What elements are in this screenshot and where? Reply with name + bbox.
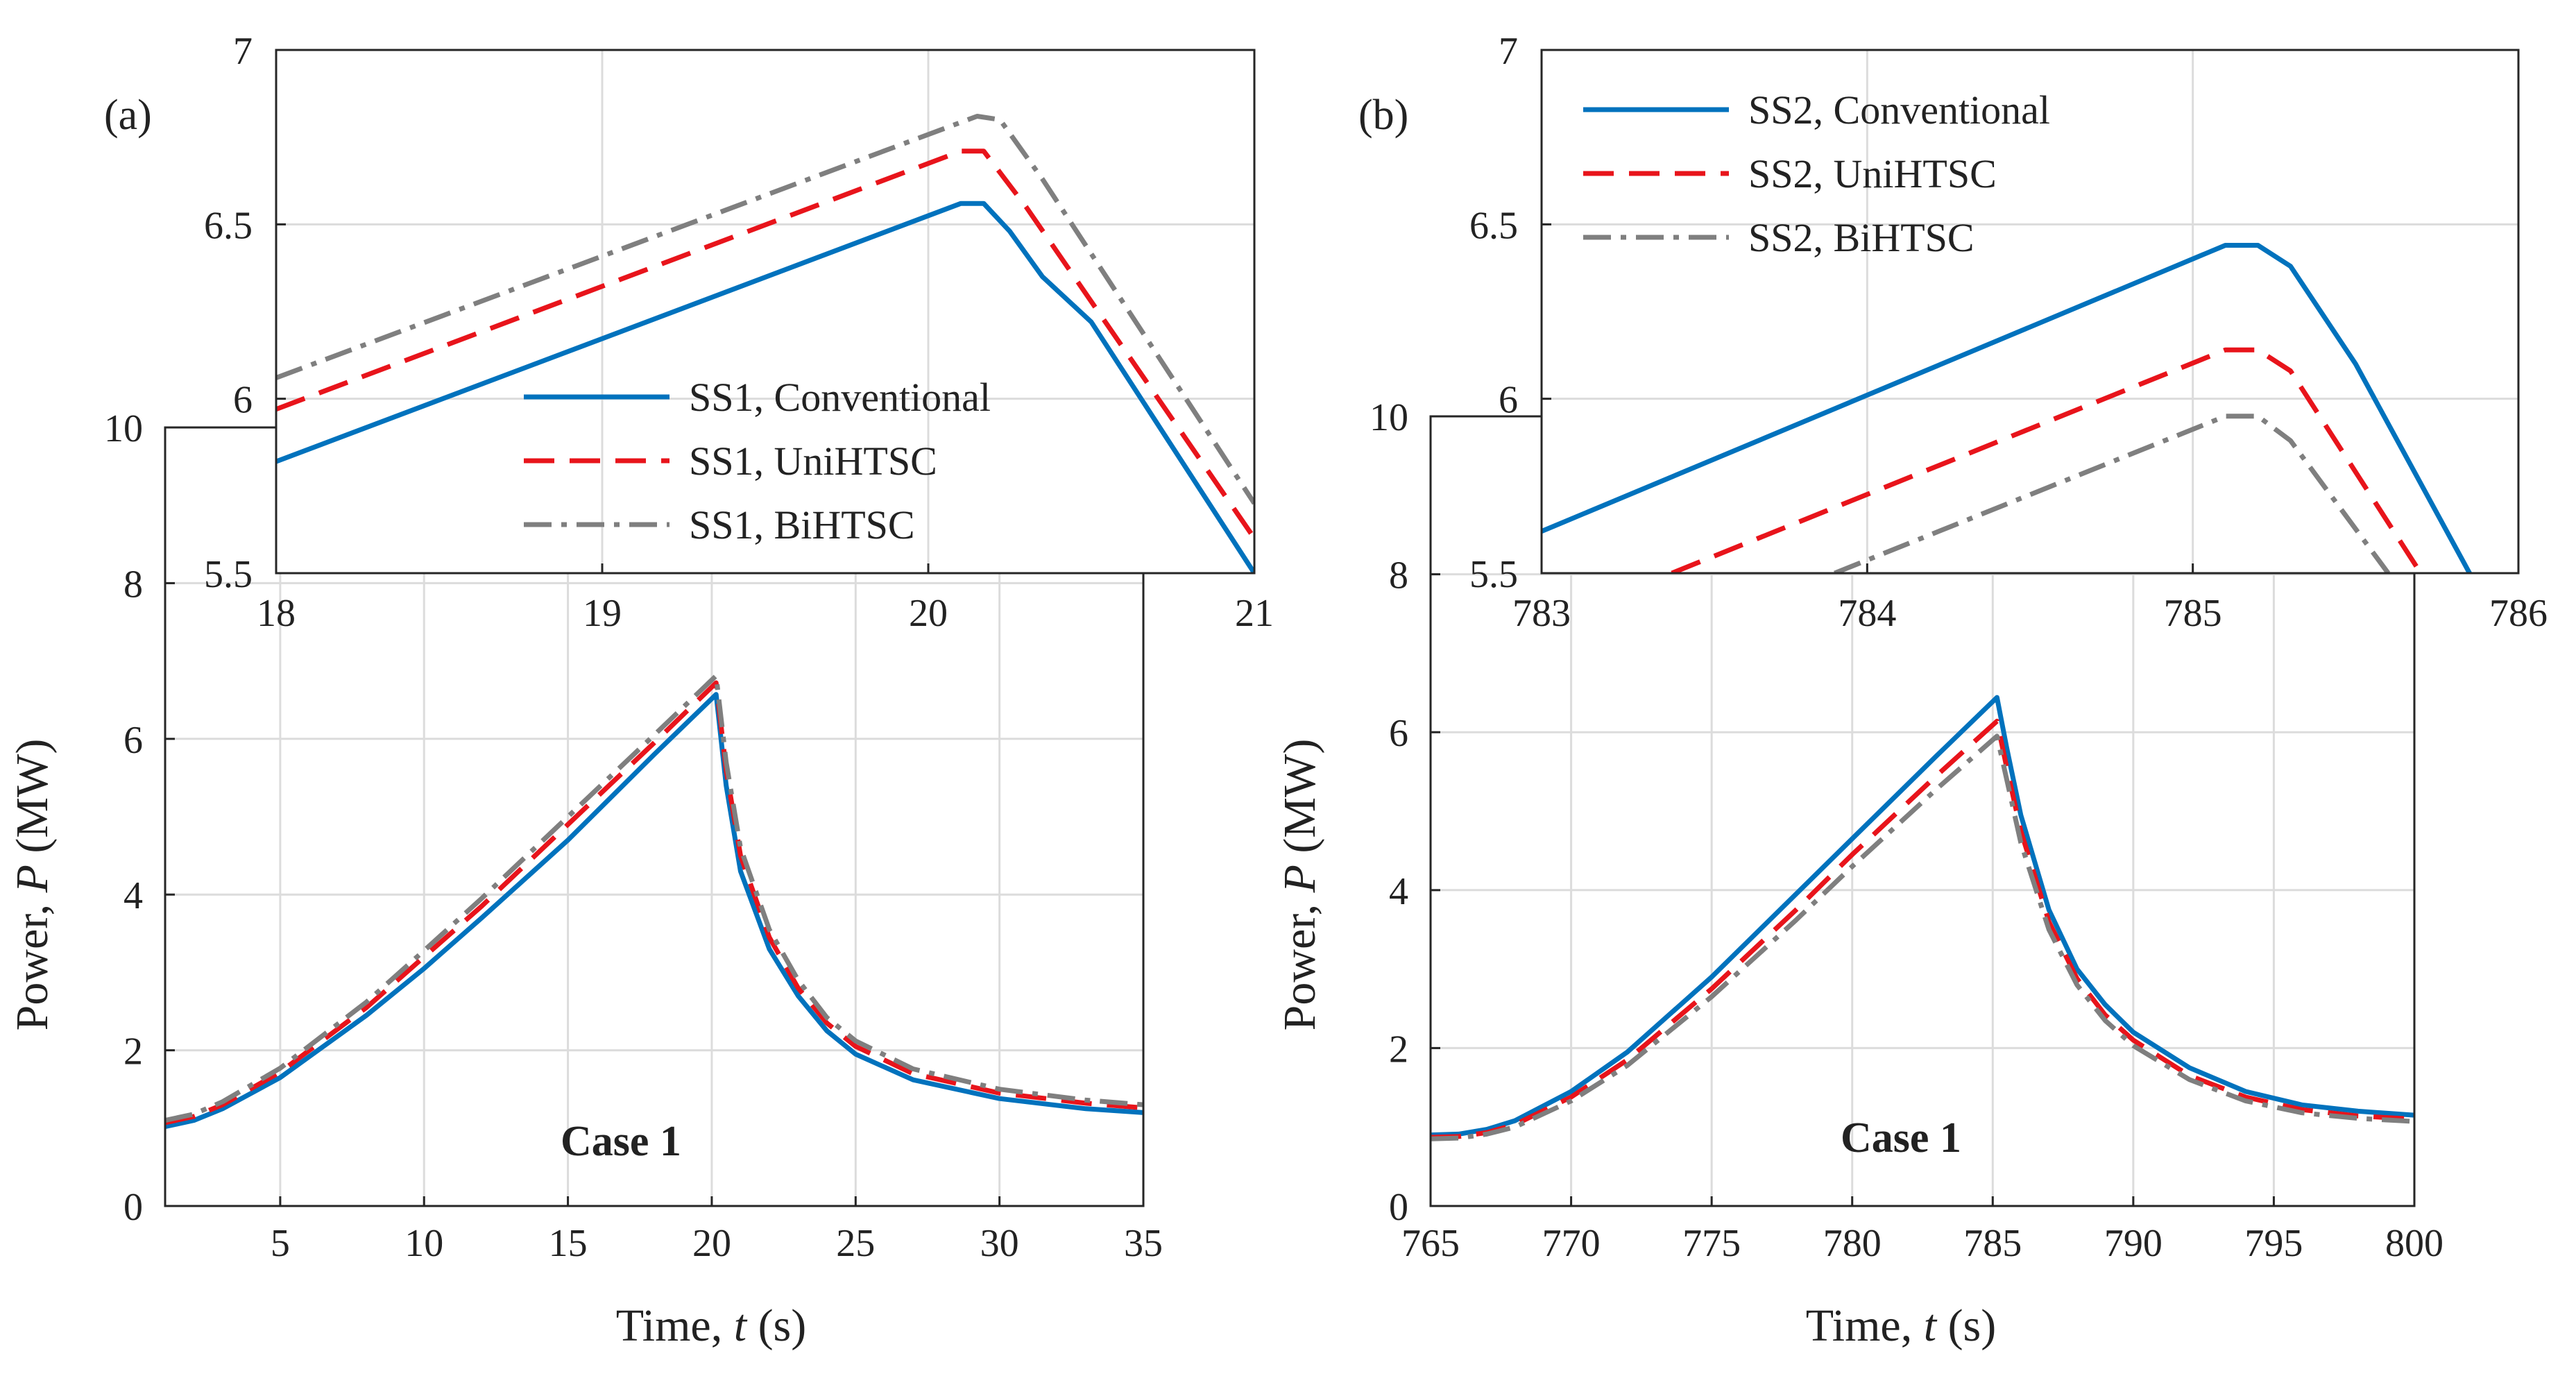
y-tick-label: 4 — [1389, 870, 1408, 913]
panel-a-inset-legend: SS1, Conventional SS1, UniHTSC SS1, BiHTSC — [524, 375, 991, 547]
y-tick-label: 6 — [1389, 712, 1408, 755]
y-tick-label: 7 — [1499, 30, 1518, 73]
x-tick-label: 5 — [271, 1222, 290, 1265]
series-line-bihtsc — [165, 673, 1143, 1123]
series-line-unihtsc — [276, 148, 1254, 540]
panel-b-inset-frame — [1540, 49, 2520, 575]
series-line-bihtsc — [1431, 733, 2414, 1141]
panel-b-label: (b) — [1358, 92, 1408, 139]
x-tick-label: 795 — [2244, 1222, 2303, 1265]
x-tick-label: 765 — [1401, 1222, 1460, 1265]
legend-label-conventional: SS2, Conventional — [1748, 87, 2050, 133]
panel-a-x-ticks: 5 10 15 20 25 30 35 — [271, 1196, 1163, 1265]
x-tick-label: 780 — [1823, 1222, 1882, 1265]
x-tick-label: 19 — [583, 592, 622, 635]
panel-b-inset-series — [1542, 243, 2472, 573]
x-tick-label: 790 — [2104, 1222, 2163, 1265]
x-tick-label: 20 — [692, 1222, 731, 1265]
y-tick-label: 5.5 — [204, 553, 253, 596]
x-tick-label: 785 — [2164, 592, 2222, 635]
x-tick-label: 785 — [1963, 1222, 2022, 1265]
y-tick-label: 7 — [233, 30, 253, 73]
panel-a-inset-series — [276, 114, 1254, 573]
panel-b-inset-y-ticks: 5.5 6 6.5 7 — [1469, 30, 1551, 596]
y-tick-label: 6.5 — [204, 204, 253, 247]
panel-a-inset-frame — [275, 49, 1256, 575]
y-tick-label: 10 — [104, 407, 143, 450]
panel-a-inset-x-ticks: 18 19 20 21 — [257, 563, 1274, 635]
panel-b-case-label: Case 1 — [1841, 1114, 1961, 1162]
series-line-unihtsc — [1431, 718, 2414, 1140]
panel-b-inset-x-ticks: 783 784 785 786 — [1512, 563, 2548, 635]
x-tick-label: 20 — [909, 592, 948, 635]
y-tick-label: 6 — [1499, 379, 1518, 422]
y-tick-label: 8 — [1389, 554, 1408, 597]
panel-b-inset-legend: SS2, Conventional SS2, UniHTSC SS2, BiHTSC — [1583, 87, 2050, 260]
panel-b-y-axis-label: Power, P (MW) — [1274, 739, 1325, 1031]
series-line-conventional — [1431, 695, 2414, 1138]
series-line-conventional — [1542, 243, 2472, 573]
x-tick-label: 770 — [1542, 1222, 1601, 1265]
x-tick-label: 775 — [1682, 1222, 1741, 1265]
y-tick-label: 6.5 — [1469, 204, 1518, 247]
panel-b-inset-chart: 783 784 785 786 5.566.57 SS2, ConventionalS… — [1469, 30, 2548, 635]
y-tick-label: 6 — [123, 719, 143, 762]
panel-a-case-label: Case 1 — [561, 1118, 681, 1165]
panel-b-x-ticks: 765 770 775 780 785 790 795 800 — [1401, 1196, 2443, 1265]
x-tick-label: 18 — [257, 592, 296, 635]
panel-a-inset-background — [276, 50, 1254, 573]
x-tick-label: 786 — [2489, 592, 2548, 635]
y-tick-label: 4 — [123, 874, 143, 917]
y-tick-label: 2 — [123, 1030, 143, 1073]
x-tick-label: 10 — [404, 1222, 443, 1265]
legend-label-unihtsc: SS1, UniHTSC — [689, 439, 937, 484]
panel-b-inset-background — [1542, 50, 2518, 573]
x-tick-label: 25 — [836, 1222, 875, 1265]
y-tick-label: 6 — [233, 379, 253, 422]
x-tick-label: 784 — [1838, 592, 1896, 635]
legend-label-conventional: SS1, Conventional — [689, 375, 991, 420]
x-tick-label: 800 — [2385, 1222, 2443, 1265]
panel-b-x-axis-label: Time, t (s) — [1806, 1300, 1996, 1351]
y-tick-label: 10 — [1370, 396, 1408, 439]
y-tick-label: 8 — [123, 563, 143, 606]
series-line-bihtsc — [1834, 414, 2391, 573]
y-tick-label: 2 — [1389, 1028, 1408, 1071]
panel-b-series — [1431, 695, 2414, 1141]
x-tick-label: 30 — [980, 1222, 1019, 1265]
x-tick-label: 783 — [1512, 592, 1571, 635]
legend-label-unihtsc: SS2, UniHTSC — [1748, 151, 1997, 196]
panel-b-y-ticks: 0 2 4 6 8 10 — [1370, 396, 1440, 1229]
y-tick-label: 5.5 — [1469, 553, 1518, 596]
x-tick-label: 15 — [549, 1222, 588, 1265]
panel-a-series — [165, 673, 1143, 1130]
series-line-conventional — [276, 201, 1254, 573]
panel-a-label: (a) — [104, 92, 152, 139]
x-tick-label: 35 — [1124, 1222, 1163, 1265]
y-tick-label: 0 — [123, 1186, 143, 1229]
panel-a-x-axis-label: Time, t (s) — [616, 1300, 806, 1351]
panel-a-y-ticks: 0 2 4 6 8 10 — [104, 407, 175, 1229]
panel-a-y-axis-label: Power, P (MW) — [7, 739, 58, 1031]
x-tick-label: 21 — [1235, 592, 1274, 635]
legend-label-bihtsc: SS2, BiHTSC — [1748, 215, 1974, 260]
y-tick-label: 0 — [1389, 1186, 1408, 1229]
series-line-unihtsc — [1671, 347, 2423, 573]
series-line-bihtsc — [276, 114, 1254, 505]
legend-label-bihtsc: SS1, BiHTSC — [689, 502, 915, 547]
panel-a-inset-y-ticks: 5.5 6 6.5 7 — [204, 30, 286, 596]
panel-a-inset-chart: 18 19 20 21 5.566.57 SS1, ConventionalSS1, … — [204, 30, 1274, 635]
